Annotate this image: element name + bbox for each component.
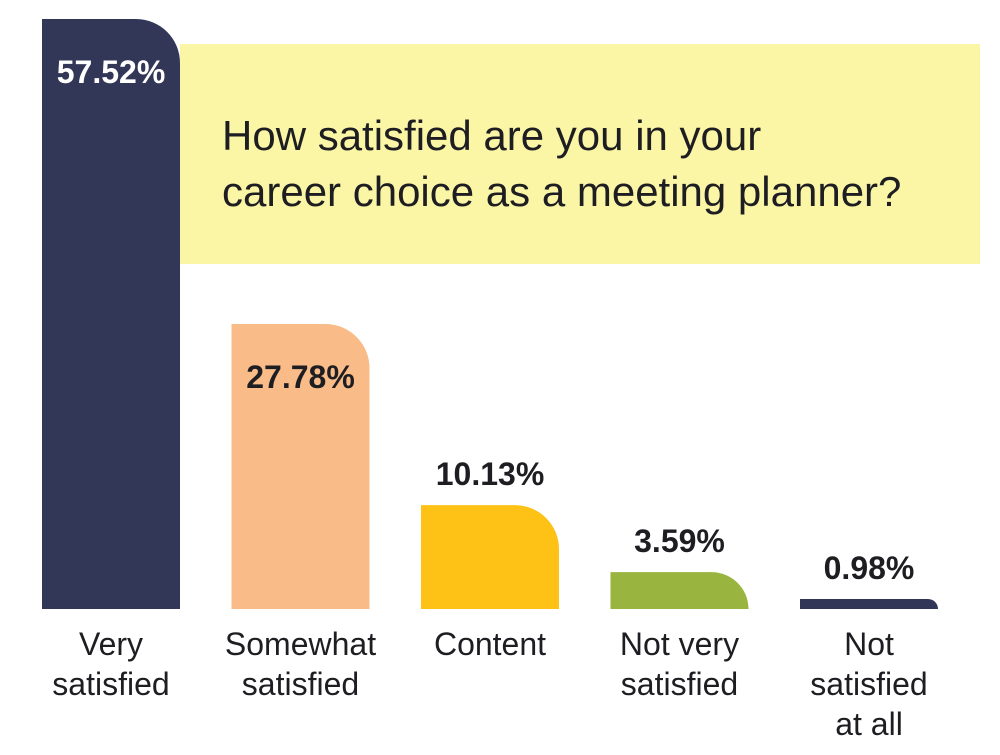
bar-2 [421, 505, 559, 609]
category-label-line: at all [835, 706, 903, 742]
category-label-0: Very satisfied [52, 626, 169, 702]
category-label-line: satisfied [52, 666, 169, 702]
category-label-line: Very [79, 626, 143, 662]
category-label-3: Not very satisfied [620, 626, 739, 702]
category-label-line: satisfied [621, 666, 738, 702]
value-label-1: 27.78% [246, 359, 355, 395]
category-label-line: Not [844, 626, 894, 662]
category-label-line: Somewhat [225, 626, 376, 662]
value-label-3: 3.59% [634, 523, 725, 559]
category-label-line: Not very [620, 626, 739, 662]
bar-1 [231, 324, 370, 609]
category-label-4: Not satisfied at all [810, 626, 927, 742]
category-label-2: Content [434, 626, 546, 662]
category-label-1: Somewhat satisfied [225, 626, 376, 702]
chart-title-line-2: career choice as a meeting planner? [222, 168, 902, 215]
chart-title: How satisfied are you in your career cho… [222, 108, 982, 220]
value-label-0: 57.52% [57, 54, 166, 90]
value-label-2: 10.13% [436, 456, 545, 492]
value-label-4: 0.98% [824, 550, 915, 586]
category-label-line: satisfied [242, 666, 359, 702]
category-label-line: Content [434, 626, 546, 662]
chart-title-line-1: How satisfied are you in your [222, 112, 762, 159]
bar-3 [610, 572, 749, 609]
bar-4 [800, 598, 938, 609]
category-label-line: satisfied [810, 666, 927, 702]
bar-0 [42, 19, 180, 609]
question-box [180, 44, 980, 264]
